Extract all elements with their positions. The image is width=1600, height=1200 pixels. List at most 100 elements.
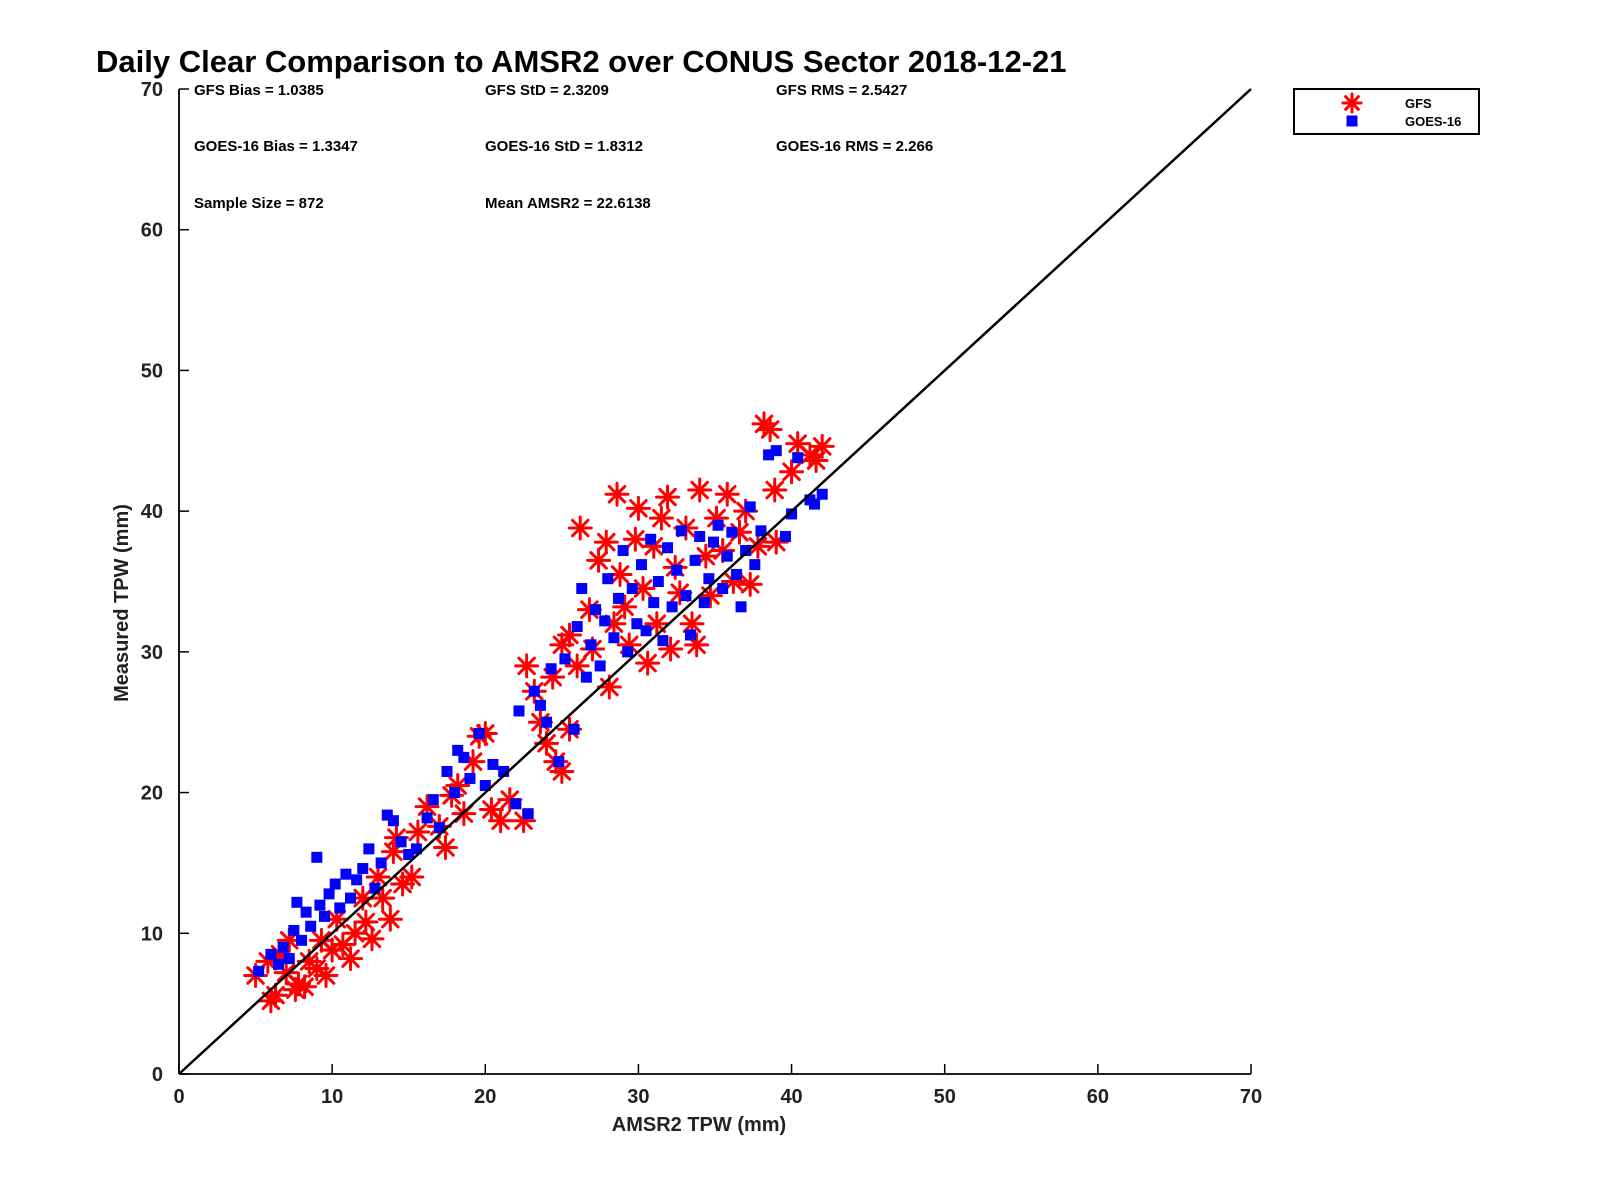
goes16-point (608, 632, 620, 644)
goes16-point (300, 906, 312, 918)
gfs-point (514, 653, 540, 679)
goes16-point (792, 452, 804, 464)
goes16-point (403, 848, 415, 860)
goes16-point (433, 822, 445, 834)
gfs-point (478, 796, 504, 822)
goes16-point (712, 519, 724, 531)
x-tick-label: 50 (934, 1086, 956, 1108)
y-tick-label: 70 (141, 79, 163, 101)
goes16-point (305, 920, 317, 932)
legend-goes16-marker (1346, 115, 1358, 127)
chart-title: Daily Clear Comparison to AMSR2 over CON… (96, 44, 1067, 79)
goes-bias-stat: GOES-16 Bias = 1.3347 (194, 138, 358, 155)
gfs-point (593, 529, 619, 555)
goes16-point (345, 892, 357, 904)
goes16-point (375, 857, 387, 869)
goes16-point (387, 815, 399, 827)
legend-gfs-asterisk (1341, 92, 1363, 114)
goes16-point (786, 508, 798, 520)
goes16-point (698, 597, 710, 609)
gfs-point (648, 505, 674, 531)
sample-size-stat: Sample Size = 872 (194, 195, 324, 212)
goes16-point (369, 882, 381, 894)
goes16-point (680, 590, 692, 602)
gfs-bias-stat: GFS Bias = 1.0385 (194, 82, 324, 99)
goes16-point (740, 545, 752, 557)
x-tick-label: 60 (1087, 1086, 1109, 1108)
goes16-point (640, 625, 652, 637)
goes16-point (726, 526, 738, 538)
y-tick-label: 10 (141, 923, 163, 945)
goes16-point (334, 902, 346, 914)
goes16-point (441, 765, 453, 777)
goes16-point (421, 812, 433, 824)
goes16-point (410, 843, 422, 855)
gfs-rms-stat: GFS RMS = 2.5427 (776, 82, 907, 99)
goes16-point (749, 559, 761, 571)
gfs-point (405, 819, 431, 845)
y-axis-label: Measured TPW (mm) (111, 504, 133, 702)
goes16-point (735, 601, 747, 613)
gfs-point (488, 808, 514, 834)
goes16-point (357, 863, 369, 875)
gfs-point (604, 481, 630, 507)
goes16-point (571, 621, 583, 633)
axes (178, 89, 1251, 1075)
y-tick-label: 40 (141, 501, 163, 523)
goes16-point (648, 597, 660, 609)
goes16-point (265, 948, 277, 960)
x-tick-label: 70 (1240, 1086, 1262, 1108)
gfs-point (262, 982, 288, 1008)
x-tick-label: 0 (173, 1086, 184, 1108)
goes16-point (559, 653, 571, 665)
goes16-point (721, 550, 733, 562)
goes16-point (755, 525, 767, 537)
gfs-point (809, 433, 835, 459)
goes16-point (427, 794, 439, 806)
goes16-point (513, 705, 525, 717)
goes16-point (314, 899, 326, 911)
goes16-point (273, 958, 285, 970)
gfs-point (359, 926, 385, 952)
gfs-point (737, 571, 763, 597)
gfs-point (622, 526, 648, 552)
goes16-point (585, 639, 597, 651)
goes16-point (622, 646, 634, 658)
goes16-point (510, 798, 522, 810)
gfs-point (714, 481, 740, 507)
goes16-point (458, 751, 470, 763)
goes16-point (296, 934, 308, 946)
goes16-point (452, 744, 464, 756)
goes16-point (522, 808, 534, 820)
goes16-point (553, 756, 565, 768)
goes16-point (744, 501, 756, 513)
gfs-point (338, 946, 364, 972)
goes16-point (528, 685, 540, 697)
goes16-series (253, 445, 828, 977)
goes16-point (395, 836, 407, 848)
goes16-point (340, 868, 352, 880)
goes16-point (763, 449, 775, 461)
goes16-point (666, 601, 678, 613)
gfs-point (313, 963, 339, 988)
legend: GFS GOES-16 (1293, 88, 1480, 135)
goes16-point (703, 573, 715, 585)
statistics-block: GFS Bias = 1.0385 GFS StD = 2.3209 GFS R… (194, 82, 933, 212)
gfs-point (687, 477, 713, 503)
y-ticks: 0 10 20 30 40 50 60 70 (141, 79, 189, 1086)
gfs-point (390, 871, 416, 897)
goes16-point (635, 559, 647, 571)
goes16-point (613, 592, 625, 604)
goes16-point (675, 525, 687, 537)
gfs-point (377, 906, 403, 932)
goes16-point (449, 787, 461, 799)
goes16-point (602, 573, 614, 585)
goes16-point (291, 896, 303, 908)
goes16-point (323, 888, 335, 900)
goes16-point (479, 780, 491, 792)
gfs-std-stat: GFS StD = 2.3209 (485, 82, 609, 99)
goes16-point (717, 583, 729, 595)
goes16-point (779, 530, 791, 542)
goes16-point (816, 488, 828, 500)
